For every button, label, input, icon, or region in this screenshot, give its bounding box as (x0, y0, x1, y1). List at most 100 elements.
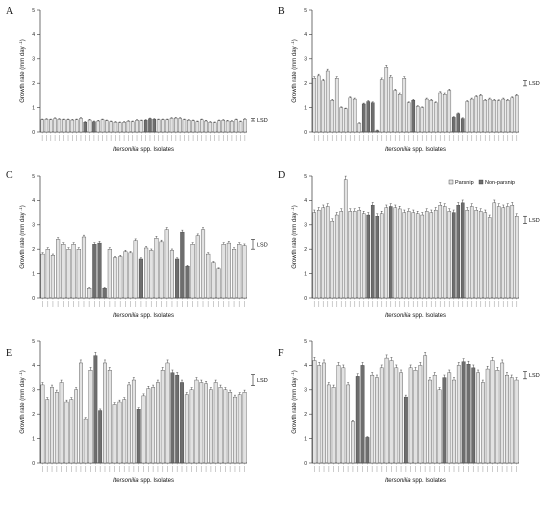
bar (228, 392, 233, 464)
bar (388, 206, 393, 299)
lsd-label: LSD (257, 242, 268, 248)
y-tick-label: 1 (304, 271, 307, 277)
bar (496, 206, 501, 299)
bar (478, 95, 483, 133)
bar (92, 121, 96, 133)
chart-panel-d: D 0 1 2 3 4 5 Growth rate (mm day -1) Itersonili… (278, 170, 540, 319)
bar (64, 401, 69, 464)
y-tick-label: 1 (32, 271, 35, 277)
bar (242, 245, 247, 299)
bar (334, 78, 339, 133)
bar (514, 379, 519, 464)
bar (237, 394, 242, 464)
bar (418, 365, 423, 464)
bar (127, 384, 131, 464)
bar (243, 119, 247, 133)
bar (154, 238, 159, 299)
bar (478, 211, 483, 299)
bar (98, 410, 103, 464)
bar (316, 75, 321, 133)
y-tick-label: 2 (32, 247, 35, 253)
bar (420, 214, 425, 299)
lsd-label: LSD (257, 378, 268, 384)
bar (204, 120, 208, 133)
bar (389, 360, 394, 464)
bar (447, 372, 452, 464)
lsd-label: LSD (529, 81, 540, 87)
bar (370, 102, 375, 133)
bar (415, 213, 420, 299)
bar (452, 379, 456, 464)
bar (40, 119, 44, 133)
bar (352, 98, 357, 133)
bar (460, 202, 465, 299)
bar (402, 78, 407, 133)
bar (330, 100, 335, 133)
bar (195, 235, 200, 299)
bar (50, 387, 54, 464)
bar (178, 118, 182, 133)
bar (156, 119, 161, 133)
panel-letter: E (6, 348, 12, 359)
y-tick-label: 2 (304, 247, 307, 253)
bar (343, 179, 348, 299)
bar (112, 257, 118, 299)
bar (438, 205, 443, 299)
bar (357, 123, 362, 133)
bar (346, 384, 351, 464)
bar (76, 249, 81, 299)
bar (189, 389, 194, 464)
chart-panel-f: F 0 1 2 3 4 5 Growth rate (mm day -1) Itersonili… (278, 339, 540, 484)
bar (123, 251, 128, 299)
bar (357, 209, 362, 299)
bar (505, 374, 509, 464)
bar (208, 389, 213, 464)
bar (331, 387, 336, 464)
bar (128, 252, 133, 299)
bar (413, 370, 418, 464)
bar (334, 214, 339, 299)
bar (131, 379, 136, 464)
bar (117, 401, 122, 464)
bar (474, 209, 479, 299)
bar (379, 213, 384, 299)
bar (118, 256, 123, 299)
bar (225, 120, 230, 133)
bar (165, 119, 169, 133)
bar (152, 119, 157, 133)
bar (330, 220, 335, 299)
bar (159, 241, 164, 299)
bar (144, 247, 149, 299)
bar (505, 206, 510, 299)
bar (423, 355, 428, 464)
bar (316, 209, 321, 299)
bar (375, 216, 380, 299)
bar (184, 394, 189, 464)
bar (355, 376, 360, 464)
bar (432, 374, 437, 464)
bar (366, 214, 371, 299)
bar (174, 117, 178, 133)
y-tick-label: 0 (32, 296, 35, 302)
bar (93, 355, 98, 464)
bar (451, 117, 456, 133)
bar (45, 399, 50, 464)
bar (442, 206, 447, 299)
y-tick-label: 3 (32, 388, 35, 394)
bar (107, 370, 112, 464)
bar (81, 236, 87, 299)
bar (139, 120, 144, 133)
panel-letter: F (278, 348, 284, 359)
y-axis-title: Growth rate (mm day -1) (18, 205, 26, 269)
bar (71, 244, 76, 299)
bar (126, 121, 131, 133)
bar (471, 367, 476, 464)
bar (483, 212, 488, 299)
bar (388, 76, 393, 133)
y-tick-label: 0 (304, 130, 307, 136)
bar (370, 374, 375, 464)
bar (326, 384, 331, 464)
bar (429, 100, 434, 133)
bar (469, 98, 474, 133)
bar (402, 212, 407, 299)
